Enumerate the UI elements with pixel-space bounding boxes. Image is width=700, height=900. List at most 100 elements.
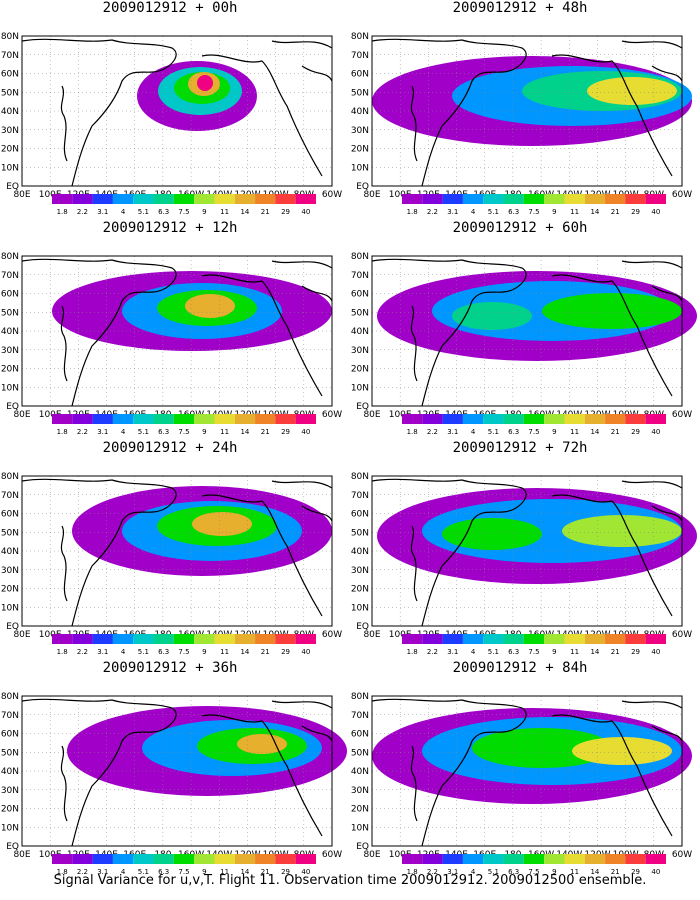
latitude-tick-label: 80N	[351, 692, 369, 702]
panel-title: 2009012912 + 12h	[102, 220, 238, 236]
latitude-tick-label: 40N	[1, 327, 19, 337]
latitude-tick-label: 70N	[1, 51, 19, 61]
colorbar-label: 6.3	[158, 648, 170, 656]
latitude-tick-label: 20N	[351, 585, 369, 595]
colorbar-swatch	[523, 634, 545, 644]
variance-contour-fill	[185, 294, 235, 318]
latitude-tick-label: 50N	[351, 308, 369, 318]
colorbar-swatch	[92, 854, 113, 864]
colorbar-label: 9	[552, 208, 557, 216]
map-panel: 2009012912 + 48h 80N 70N 60N 50N 40N 30N 20N 10N…	[350, 0, 692, 225]
colorbar-label: 4	[470, 868, 476, 876]
colorbar-swatch	[544, 854, 565, 864]
colorbar-swatch	[194, 634, 215, 644]
coastline	[271, 40, 333, 82]
colorbar-label: 14	[240, 428, 250, 436]
colorbar-swatch	[503, 634, 524, 644]
colorbar-label: 40	[301, 648, 311, 656]
latitude-tick-label: EQ	[356, 622, 369, 632]
colorbar-label: 3.1	[97, 428, 109, 436]
colorbar-swatch	[564, 414, 585, 424]
colorbar-label: 3.1	[97, 648, 109, 656]
coastline	[621, 480, 683, 522]
colorbar-swatch	[462, 194, 484, 204]
colorbar-swatch	[422, 634, 443, 644]
colorbar-label: 21	[260, 208, 270, 216]
colorbar-swatch	[72, 194, 93, 204]
map-panel: 2009012912 + 00h 80N 70N 60N 50N 40N 30N 20N 10N…	[0, 0, 342, 225]
colorbar-swatch	[564, 854, 585, 864]
coastline	[271, 700, 333, 742]
colorbar-label: 29	[281, 208, 290, 216]
colorbar-label: 7.5	[528, 868, 540, 876]
colorbar-label: 1.8	[406, 208, 418, 216]
colorbar-swatch	[112, 854, 134, 864]
colorbar-label: 5.1	[137, 868, 149, 876]
latitude-tick-label: 70N	[1, 711, 19, 721]
colorbar	[402, 194, 666, 204]
map-frame	[21, 35, 333, 187]
latitude-tick-label: 50N	[351, 528, 369, 538]
latitude-tick-label: 20N	[1, 805, 19, 815]
panel-title: 2009012912 + 48h	[452, 0, 588, 16]
coastline	[621, 260, 683, 302]
colorbar-label: 2.2	[426, 208, 439, 216]
colorbar-swatch	[214, 414, 235, 424]
map-panel: 2009012912 + 84h 80N 70N 60N 50N 40N 30N 20N 10N…	[350, 660, 692, 885]
longitude-tick-label: 60W	[322, 630, 342, 640]
colorbar-label: 6.3	[158, 208, 170, 216]
variance-contour-fill	[562, 515, 682, 547]
colorbar	[402, 854, 666, 864]
longitude-tick-label: 80E	[363, 190, 380, 200]
colorbar-swatch	[523, 414, 545, 424]
variance-contour-fill	[237, 734, 287, 754]
latitude-tick-label: 40N	[1, 107, 19, 117]
colorbar-label: 4	[120, 648, 126, 656]
latitude-tick-label: 30N	[1, 346, 19, 356]
colorbar-swatch	[275, 854, 296, 864]
colorbar-swatch	[584, 634, 606, 644]
colorbar-label: 3.1	[447, 208, 459, 216]
colorbar-swatch	[462, 634, 484, 644]
colorbar-swatch	[255, 634, 276, 644]
colorbar-swatch	[234, 194, 256, 204]
latitude-tick-label: 70N	[351, 51, 369, 61]
colorbar-swatch	[462, 854, 484, 864]
colorbar-swatch	[625, 854, 646, 864]
map-frame	[21, 695, 333, 847]
colorbar-label: 21	[260, 868, 270, 876]
panel-title: 2009012912 + 00h	[102, 0, 238, 16]
colorbar-label: 5.1	[137, 648, 149, 656]
colorbar-swatch	[402, 194, 423, 204]
colorbar-label: 1.8	[56, 208, 68, 216]
latitude-tick-label: 80N	[351, 472, 369, 482]
variance-contour-fill	[542, 293, 682, 329]
colorbar-label: 5.1	[487, 208, 499, 216]
colorbar-swatch	[234, 854, 256, 864]
variance-map: 80N70N60N50N40N30N20N10NEQ80E100E120E140…	[351, 32, 692, 200]
latitude-tick-label: 70N	[351, 711, 369, 721]
colorbar-label: 21	[610, 868, 620, 876]
colorbar-swatch	[255, 414, 276, 424]
colorbar-label: 3.1	[447, 428, 459, 436]
latitude-tick-label: 20N	[351, 145, 369, 155]
latitude-tick-label: 20N	[351, 805, 369, 815]
colorbar-swatch	[422, 414, 443, 424]
colorbar-swatch	[544, 414, 565, 424]
variance-contour-fill	[472, 728, 612, 768]
colorbar-label: 14	[590, 648, 600, 656]
colorbar-label: 7.5	[178, 428, 190, 436]
colorbar-label: 2.2	[76, 208, 89, 216]
coastline	[201, 274, 323, 397]
latitude-tick-label: 10N	[1, 163, 19, 173]
colorbar-label: 4	[470, 208, 476, 216]
colorbar-swatch	[402, 634, 423, 644]
latitude-tick-label: 30N	[1, 566, 19, 576]
longitude-tick-label: 60W	[672, 410, 692, 420]
colorbar-swatch	[275, 634, 296, 644]
colorbar-swatch	[112, 634, 134, 644]
colorbar-label: 21	[610, 208, 620, 216]
latitude-tick-label: 30N	[1, 126, 19, 136]
coastline	[271, 260, 333, 302]
colorbar-swatch	[645, 414, 666, 424]
